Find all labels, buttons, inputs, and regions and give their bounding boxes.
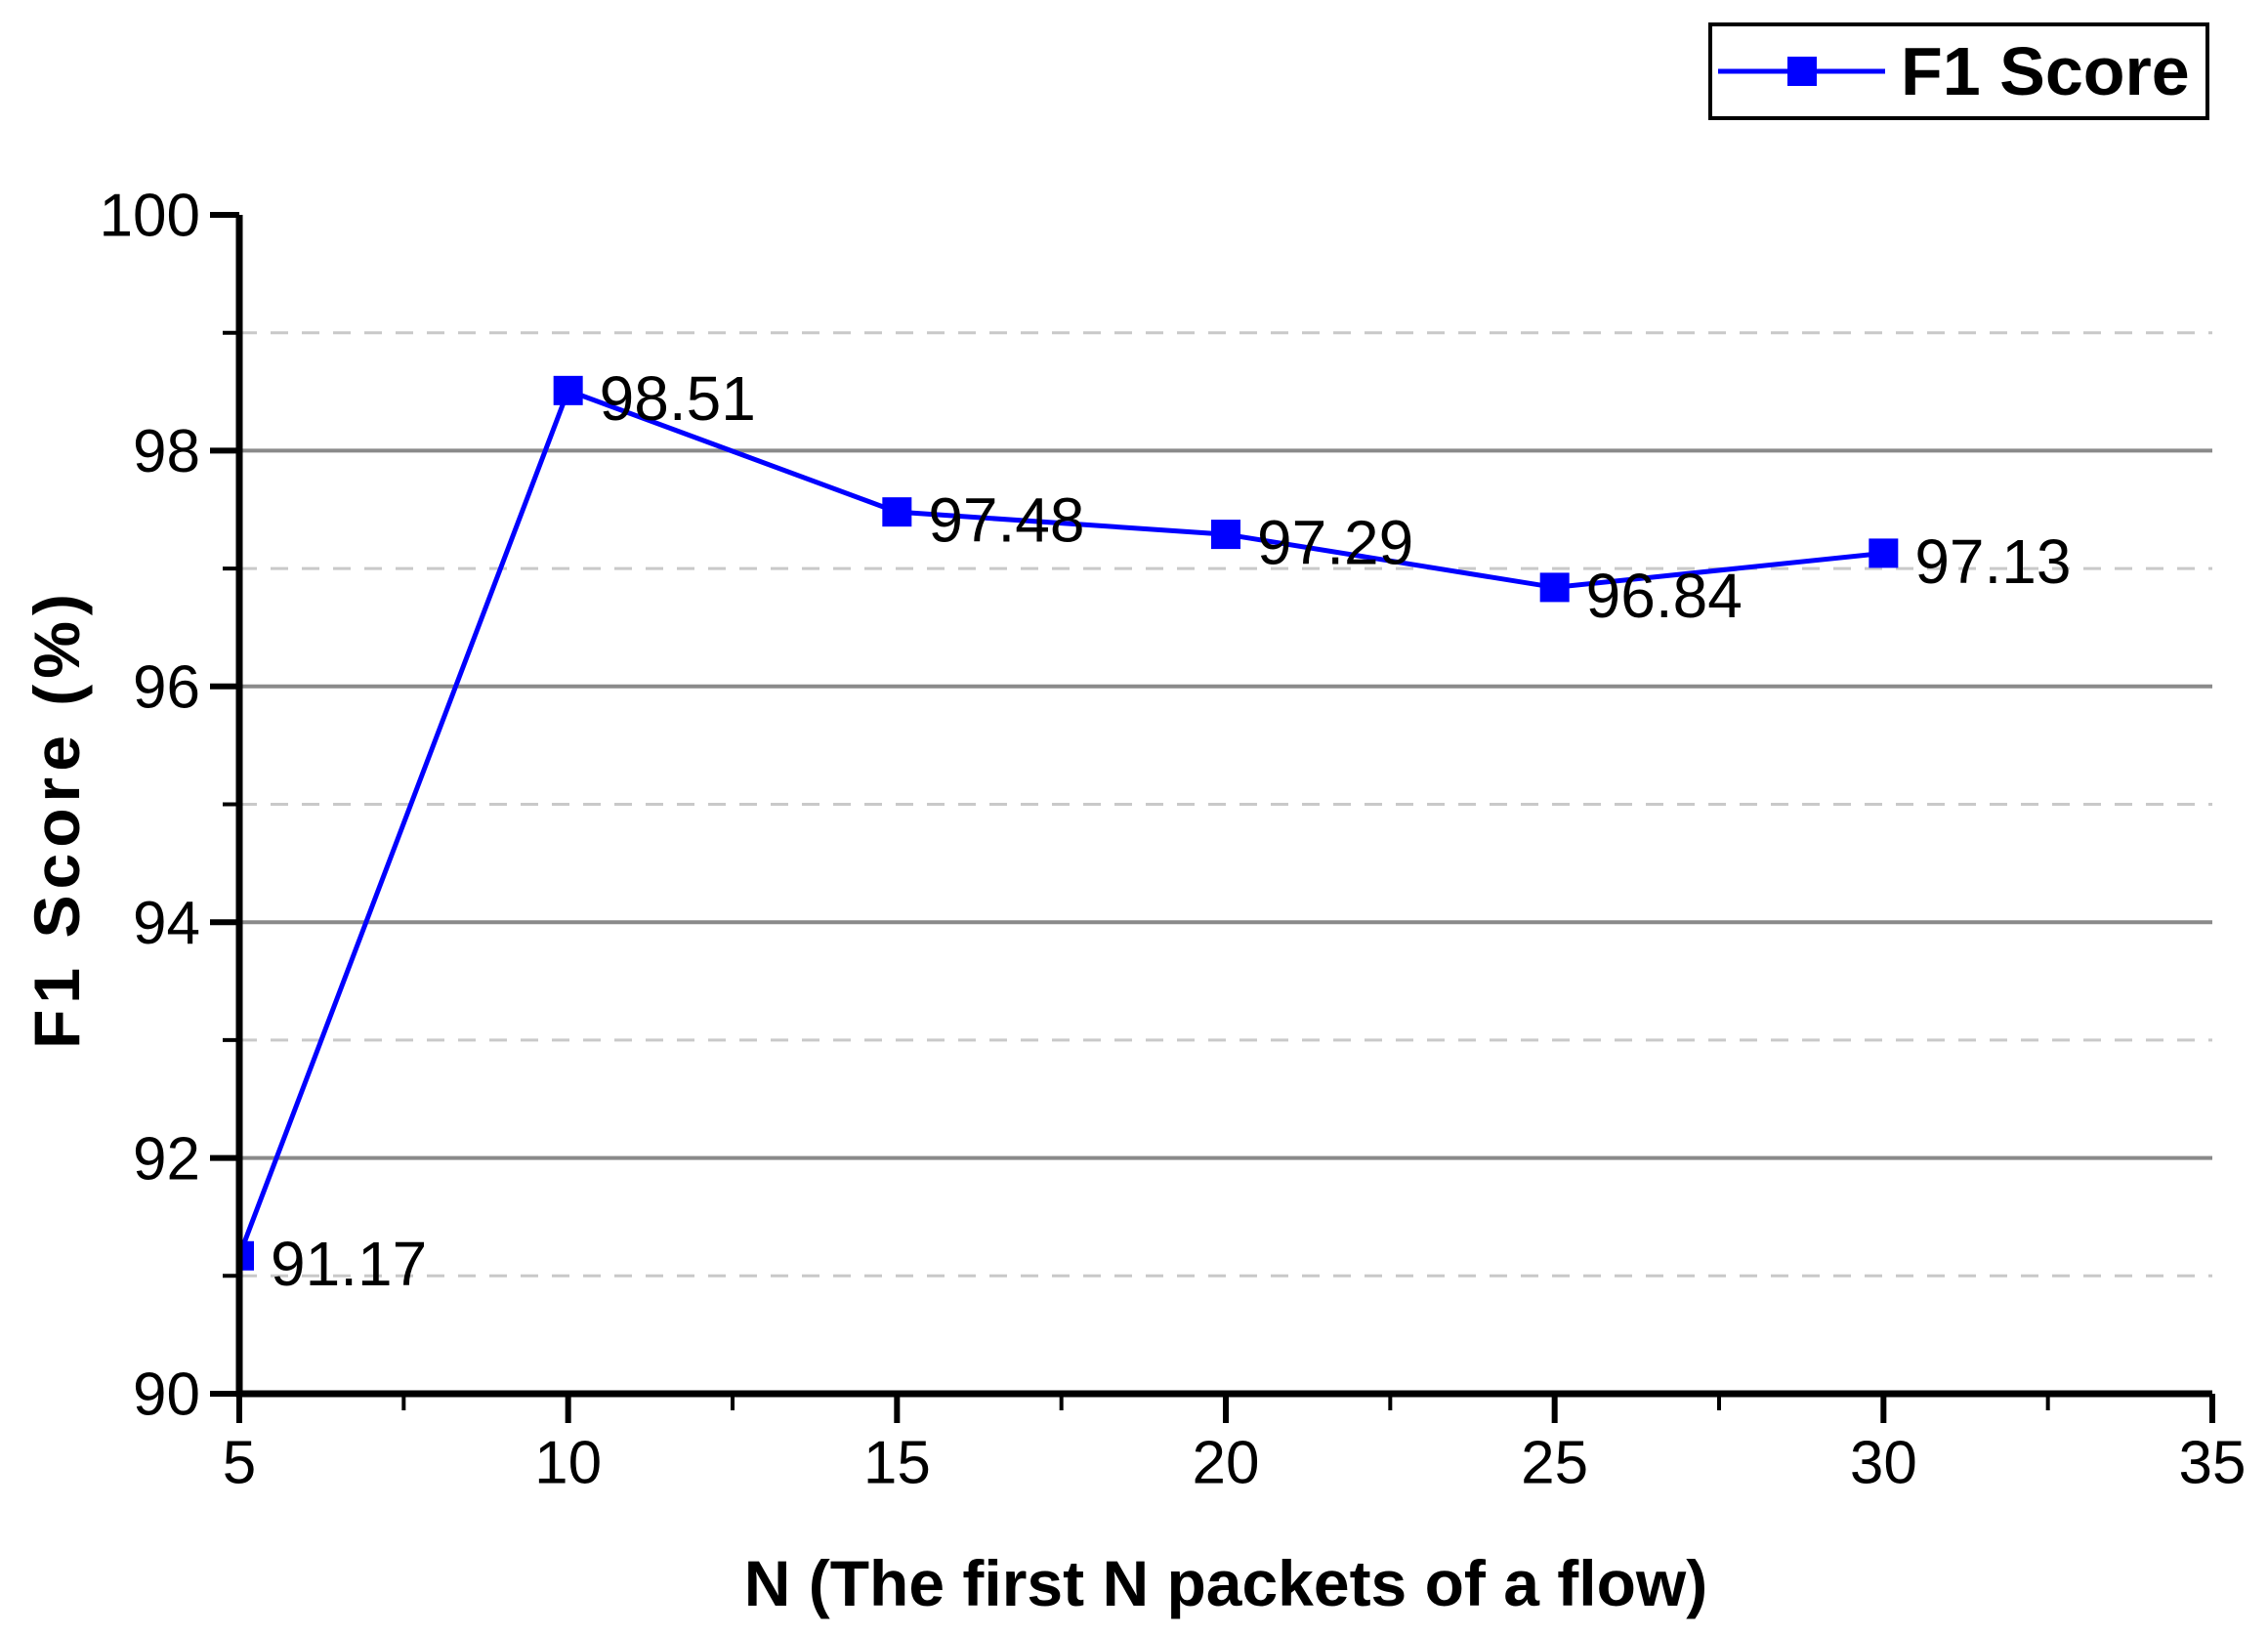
data-point-marker-25 xyxy=(1539,572,1570,603)
data-point-label-15: 97.48 xyxy=(928,485,1084,556)
series-f1-score xyxy=(239,375,1899,1271)
data-point-label-30: 97.13 xyxy=(1914,526,2071,597)
x-tick-label-20: 20 xyxy=(1193,1430,1260,1497)
x-tick-label-5: 5 xyxy=(223,1430,256,1497)
data-point-marker-5 xyxy=(239,1240,254,1271)
data-point-marker-10 xyxy=(553,375,583,405)
data-point-label-10: 98.51 xyxy=(600,363,756,434)
y-tick-label-92: 92 xyxy=(133,1125,200,1193)
data-point-marker-20 xyxy=(1211,520,1240,550)
x-tick-label-30: 30 xyxy=(1850,1430,1917,1497)
y-tick-label-98: 98 xyxy=(133,418,200,485)
data-point-label-20: 97.29 xyxy=(1257,507,1413,577)
legend-line-marker-icon xyxy=(1718,57,1885,86)
y-tick-label-90: 90 xyxy=(133,1362,200,1429)
data-point-label-5: 91.17 xyxy=(271,1229,427,1299)
x-tick-label-15: 15 xyxy=(863,1430,931,1497)
y-axis-title: F1 Score (%) xyxy=(21,588,93,1049)
x-tick-label-25: 25 xyxy=(1521,1430,1588,1497)
data-point-marker-15 xyxy=(882,497,912,527)
y-tick-label-94: 94 xyxy=(133,890,200,957)
legend-label: F1 Score xyxy=(1901,33,2190,109)
f1-score-line xyxy=(239,387,1884,1257)
y-tick-label-96: 96 xyxy=(133,654,200,722)
x-tick-label-35: 35 xyxy=(2179,1430,2247,1497)
y-tick-label-100: 100 xyxy=(100,183,200,250)
legend-marker xyxy=(1787,57,1817,86)
legend: F1 Score xyxy=(1708,22,2209,120)
data-point-label-25: 96.84 xyxy=(1586,561,1743,631)
data-point-marker-30 xyxy=(1869,538,1899,568)
x-axis-title: N (The first N packets of a flow) xyxy=(743,1547,1708,1619)
x-tick-label-10: 10 xyxy=(534,1430,602,1497)
